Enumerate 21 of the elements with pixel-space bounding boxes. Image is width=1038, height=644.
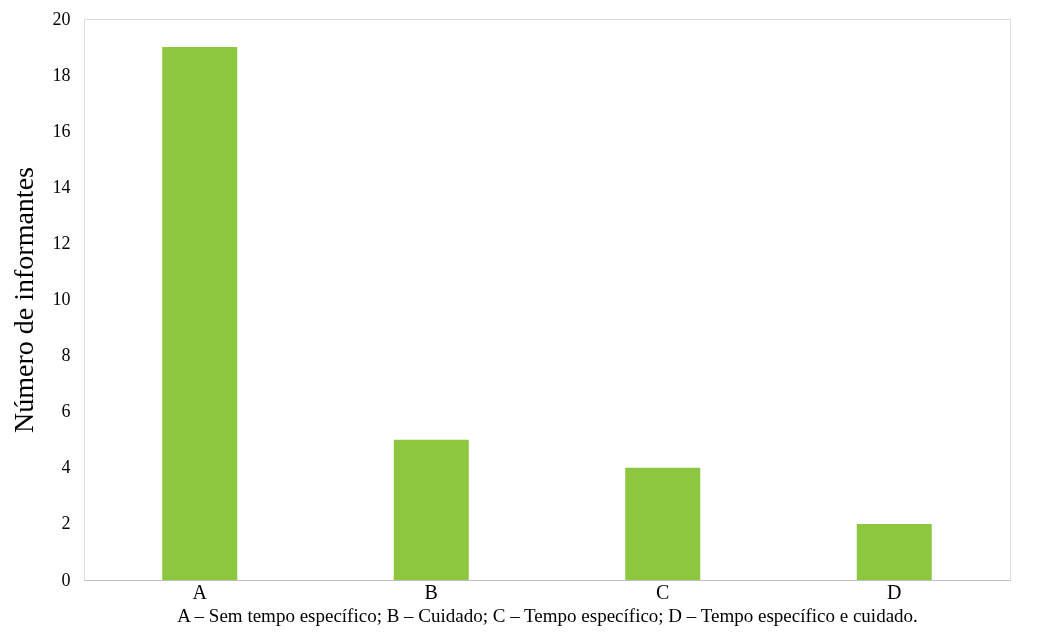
x-tick-label: D: [887, 580, 902, 603]
y-tick-label: 14: [52, 176, 71, 197]
y-tick-label: 0: [61, 569, 71, 590]
y-tick-label: 16: [52, 120, 71, 141]
bar: [625, 467, 701, 580]
y-tick-label: 12: [52, 232, 71, 253]
x-tick-label: A: [192, 580, 208, 603]
y-axis-title: Número de informantes: [7, 167, 39, 433]
bar: [393, 439, 469, 580]
bar: [162, 47, 238, 580]
bar: [856, 523, 932, 580]
y-tick-label: 10: [52, 289, 71, 309]
x-tick-label: C: [656, 580, 670, 603]
x-tick-label: B: [424, 580, 438, 603]
y-tick-label: 4: [61, 457, 71, 478]
y-tick-label: 2: [61, 513, 71, 534]
y-tick-label: 8: [61, 345, 71, 366]
y-tick-label: 6: [61, 401, 71, 422]
y-tick-label: 18: [52, 64, 71, 85]
x-axis-title: A – Sem tempo específico; B – Cuidado; C – Tempo específico; D – Tempo específico e cuidado.: [177, 604, 918, 626]
y-tick-label: 20: [52, 8, 71, 29]
